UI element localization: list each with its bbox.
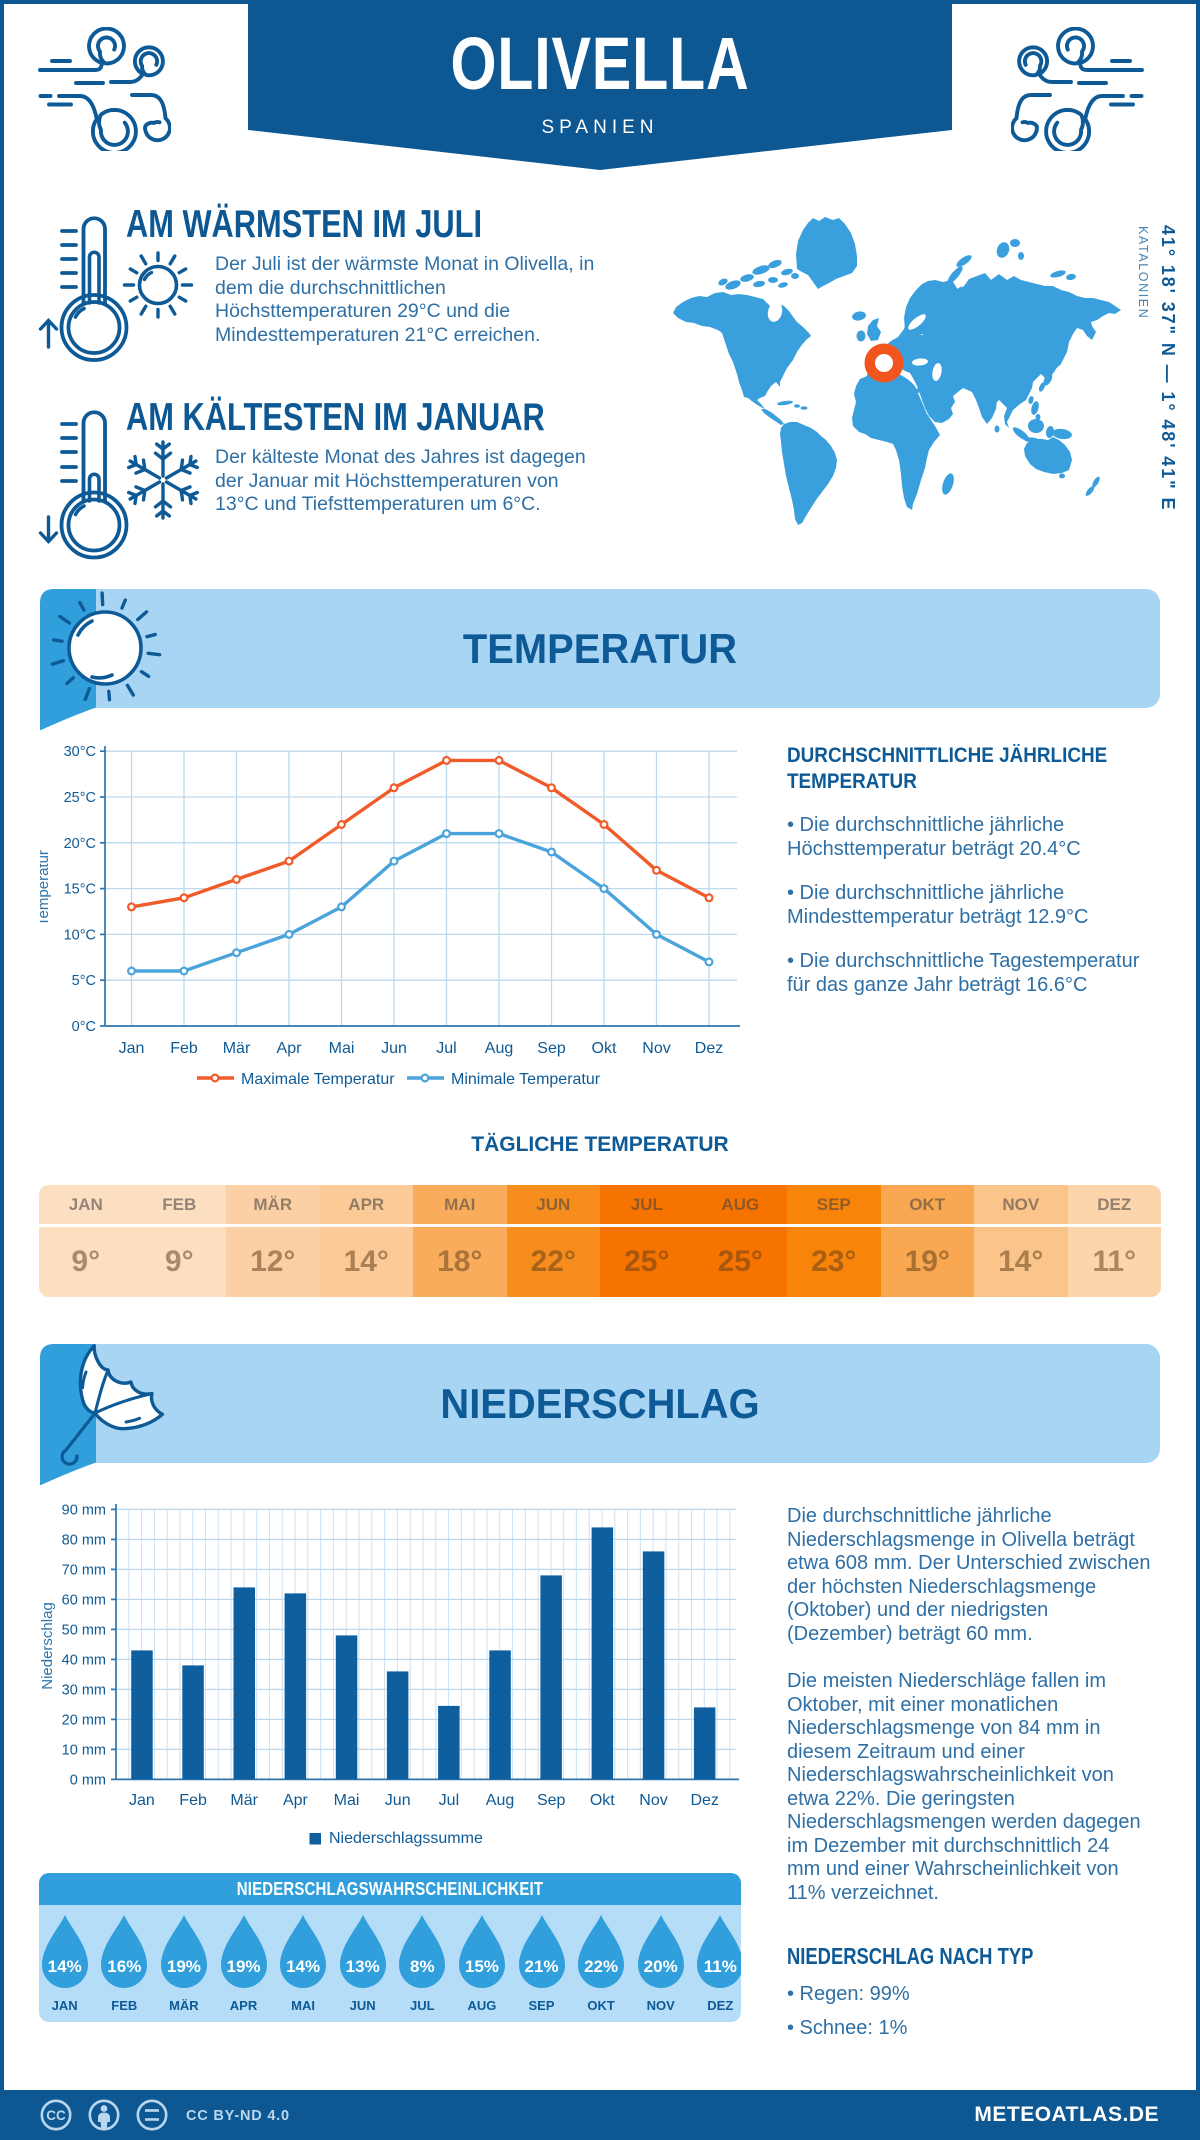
svg-text:Mär: Mär <box>230 1792 258 1809</box>
svg-text:Jun: Jun <box>385 1792 411 1809</box>
svg-text:Feb: Feb <box>170 1040 198 1057</box>
svg-text:10°C: 10°C <box>64 927 96 943</box>
svg-text:Mai: Mai <box>329 1040 355 1057</box>
svg-text:Mai: Mai <box>334 1792 360 1809</box>
svg-text:Jul: Jul <box>436 1040 456 1057</box>
svg-text:90 mm: 90 mm <box>62 1502 106 1518</box>
svg-text:Mär: Mär <box>223 1040 251 1057</box>
svg-text:Sep: Sep <box>537 1040 566 1057</box>
svg-text:40 mm: 40 mm <box>62 1652 106 1668</box>
svg-text:Okt: Okt <box>590 1792 615 1809</box>
svg-text:Aug: Aug <box>486 1792 514 1809</box>
svg-text:CC: CC <box>46 2108 66 2123</box>
svg-text:10 mm: 10 mm <box>62 1742 106 1758</box>
svg-text:50 mm: 50 mm <box>62 1622 106 1638</box>
svg-text:Okt: Okt <box>592 1040 617 1057</box>
svg-text:0 mm: 0 mm <box>70 1772 106 1788</box>
svg-text:Nov: Nov <box>639 1792 667 1809</box>
svg-text:70 mm: 70 mm <box>62 1562 106 1578</box>
svg-text:Jan: Jan <box>129 1792 155 1809</box>
svg-text:Jun: Jun <box>381 1040 407 1057</box>
svg-text:Dez: Dez <box>695 1040 723 1057</box>
svg-text:Jul: Jul <box>439 1792 459 1809</box>
svg-text:25°C: 25°C <box>64 790 96 806</box>
svg-text:Minimale Temperatur: Minimale Temperatur <box>451 1071 601 1088</box>
svg-text:Dez: Dez <box>690 1792 718 1809</box>
svg-text:Sep: Sep <box>537 1792 566 1809</box>
svg-text:Temperatur: Temperatur <box>40 850 52 926</box>
svg-text:CC BY-ND 4.0: CC BY-ND 4.0 <box>186 2108 290 2124</box>
svg-text:20 mm: 20 mm <box>62 1712 106 1728</box>
svg-text:Aug: Aug <box>485 1040 513 1057</box>
svg-text:Niederschlagssumme: Niederschlagssumme <box>329 1830 483 1847</box>
svg-text:Apr: Apr <box>277 1040 303 1057</box>
svg-text:Feb: Feb <box>179 1792 207 1809</box>
svg-text:Niederschlag: Niederschlag <box>40 1602 56 1690</box>
svg-text:30°C: 30°C <box>64 744 96 760</box>
svg-text:15°C: 15°C <box>64 882 96 898</box>
svg-text:5°C: 5°C <box>72 973 96 989</box>
svg-text:60 mm: 60 mm <box>62 1592 106 1608</box>
svg-text:30 mm: 30 mm <box>62 1682 106 1698</box>
svg-text:Nov: Nov <box>642 1040 670 1057</box>
svg-text:80 mm: 80 mm <box>62 1532 106 1548</box>
svg-text:0°C: 0°C <box>72 1019 96 1035</box>
svg-text:Apr: Apr <box>283 1792 309 1809</box>
svg-text:20°C: 20°C <box>64 836 96 852</box>
svg-text:Maximale Temperatur: Maximale Temperatur <box>241 1071 395 1088</box>
svg-text:Jan: Jan <box>119 1040 145 1057</box>
